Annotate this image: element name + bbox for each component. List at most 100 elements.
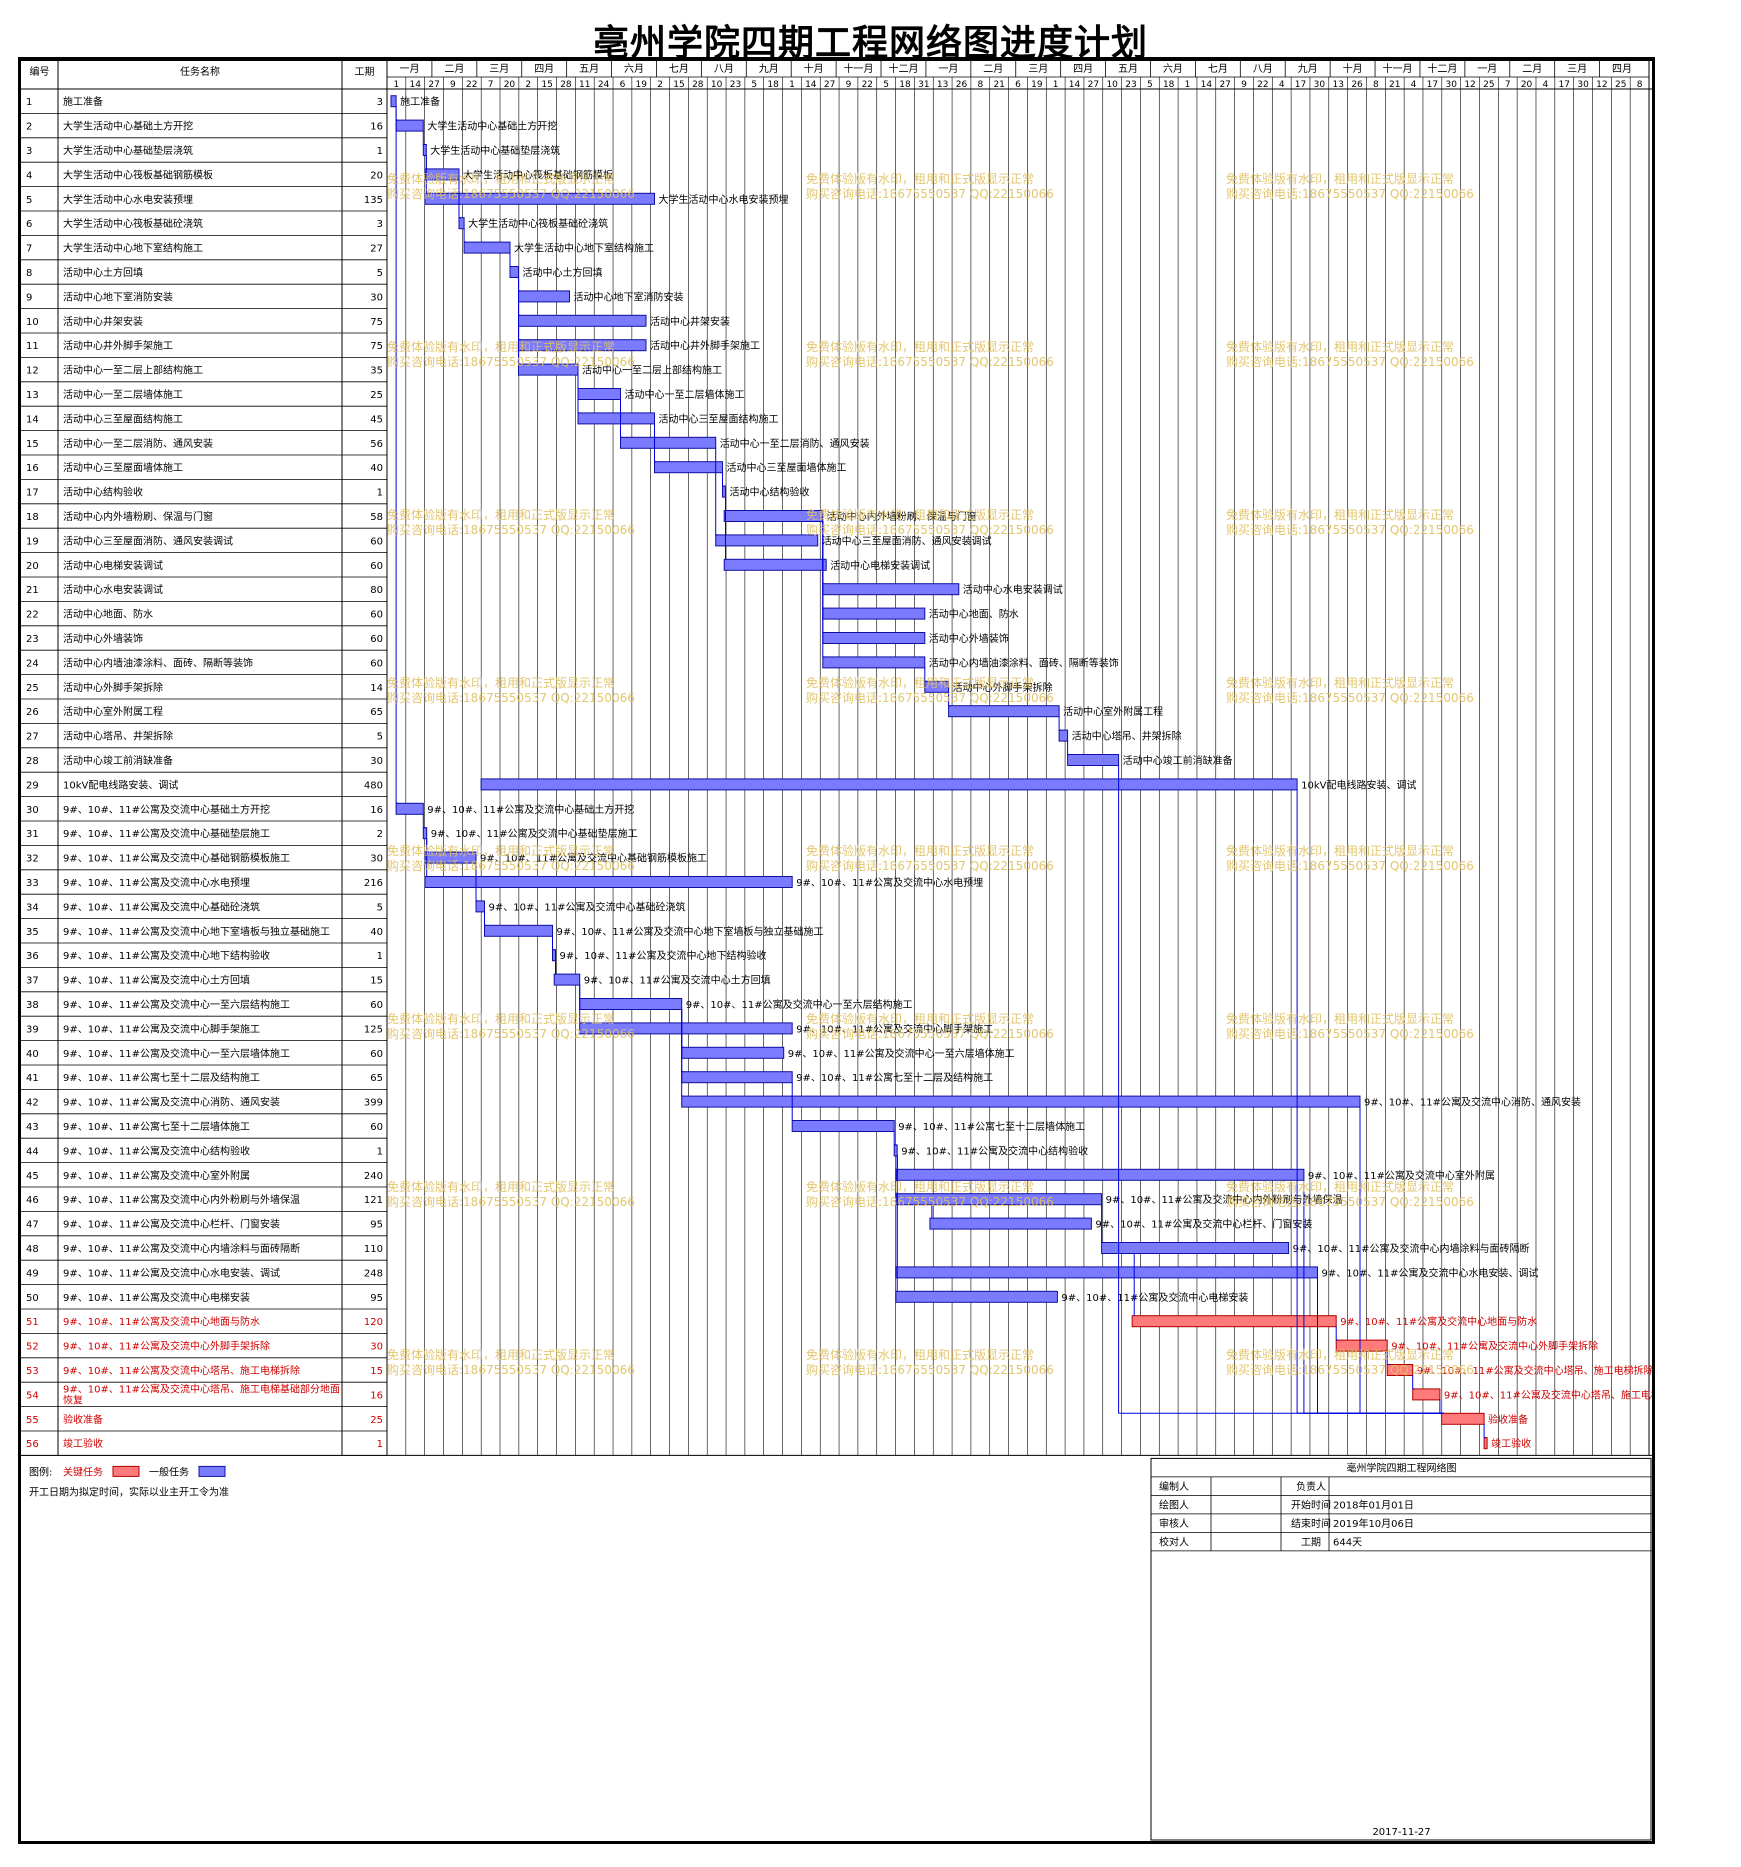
watermark-text: 免费体验版有水印，租用和正式版显示正常 bbox=[1226, 1347, 1454, 1362]
task-name: 大学生活动中心基础土方开挖 bbox=[63, 120, 193, 133]
task-name: 活动中心外墙装饰 bbox=[63, 632, 143, 645]
header-duration: 工期 bbox=[355, 66, 375, 78]
task-bar bbox=[577, 388, 621, 400]
task-duration: 1 bbox=[377, 1439, 383, 1450]
watermark-text: 免费体验版有水印，租用和正式版显示正常 bbox=[387, 1347, 615, 1362]
task-duration: 20 bbox=[370, 170, 383, 181]
task-duration: 80 bbox=[370, 585, 383, 596]
task-name: 活动中心井架安装 bbox=[63, 315, 143, 328]
task-bar-label: 活动中心室外附属工程 bbox=[1063, 705, 1163, 718]
timeline-month-label: 一月 bbox=[938, 63, 958, 75]
task-bar-label: 活动中心土方回填 bbox=[523, 266, 603, 279]
task-name: 9#、10#、11#公寓及交流中心室外附属 bbox=[63, 1169, 250, 1182]
timeline-month-label: 十一月 bbox=[844, 62, 874, 75]
task-duration: 30 bbox=[370, 1342, 383, 1353]
task-bar-label: 10kV配电线路安装、调试 bbox=[1301, 778, 1416, 791]
task-name: 9#、10#、11#公寓及交流中心脚手架施工 bbox=[63, 1022, 260, 1035]
task-name: 9#、10#、11#公寓及交流中心电梯安装 bbox=[63, 1291, 250, 1304]
task-name: 活动中心地面、防水 bbox=[63, 608, 153, 621]
task-bar-label: 9#、10#、11#公寓及交流中心基础砼浇筑 bbox=[489, 900, 686, 913]
task-duration: 5 bbox=[377, 732, 383, 743]
task-id: 21 bbox=[26, 585, 39, 596]
task-id: 18 bbox=[26, 512, 39, 523]
timeline-day-label: 22 bbox=[466, 80, 477, 90]
task-duration: 58 bbox=[370, 512, 383, 523]
timeline-day-label: 28 bbox=[560, 80, 572, 90]
task-name: 9#、10#、11#公寓及交流中心内外粉刷与外墙保温 bbox=[63, 1193, 300, 1206]
task-bar bbox=[424, 851, 477, 864]
task-duration: 16 bbox=[370, 122, 383, 133]
task-duration: 216 bbox=[364, 878, 383, 889]
task-bar-label: 9#、10#、11#公寓及交流中心室外附属 bbox=[1308, 1169, 1495, 1182]
watermark-text: 免费体验版有水印，租用和正式版显示正常 bbox=[387, 507, 615, 522]
task-duration: 60 bbox=[370, 658, 383, 669]
task-duration: 60 bbox=[370, 536, 383, 547]
watermark-text: 免费体验版有水印，租用和正式版显示正常 bbox=[806, 507, 1034, 522]
task-bar bbox=[1386, 1364, 1414, 1376]
timeline-day-label: 2 bbox=[657, 80, 663, 90]
task-id: 26 bbox=[26, 707, 39, 718]
gantt-chart: 编号 任务名称 工期1 14 27 9 22 7 20 2 15 28 11 24 6 19 2 15 28 10 23… bbox=[21, 60, 1652, 1841]
gantt-frame: 编号 任务名称 工期 1 14 27 9 22 7 20 2 15 28 11 24 6 19 2 15 28 10 23… bbox=[18, 57, 1655, 1844]
task-duration: 1 bbox=[377, 951, 383, 962]
info-key: 工期 bbox=[1301, 1536, 1321, 1548]
timeline-day-label: 28 bbox=[692, 80, 704, 90]
timeline-day-label: 19 bbox=[636, 80, 648, 90]
task-id: 49 bbox=[26, 1268, 39, 1279]
task-name: 9#、10#、11#公寓及交流中心结构验收 bbox=[63, 1144, 250, 1157]
task-bar bbox=[620, 436, 717, 449]
watermark-text: 免费体验版有水印，租用和正式版显示正常 bbox=[1226, 339, 1454, 354]
task-id: 46 bbox=[26, 1195, 39, 1206]
task-bar bbox=[948, 705, 1060, 718]
task-duration: 16 bbox=[370, 1390, 383, 1401]
watermark-text: 免费体验版有水印，租用和正式版显示正常 bbox=[806, 171, 1034, 186]
timeline-month-label: 二月 bbox=[444, 63, 464, 75]
task-bar bbox=[552, 949, 556, 962]
task-bar bbox=[395, 119, 424, 132]
task-id: 12 bbox=[26, 366, 39, 377]
task-duration: 125 bbox=[364, 1024, 383, 1035]
task-duration: 60 bbox=[370, 561, 383, 572]
task-bar-label: 活动中心一至二层消防、通风安装 bbox=[720, 437, 870, 450]
task-duration: 1 bbox=[377, 146, 383, 157]
task-bar bbox=[654, 461, 723, 474]
task-id: 15 bbox=[26, 439, 39, 450]
task-bar bbox=[895, 1193, 1103, 1206]
task-id: 13 bbox=[26, 390, 39, 401]
task-id: 53 bbox=[26, 1366, 39, 1377]
task-duration: 56 bbox=[370, 439, 383, 450]
task-name: 活动中心内外墙粉刷、保温与门窗 bbox=[63, 510, 213, 523]
task-id: 9 bbox=[26, 292, 32, 303]
timeline-day-label: 13 bbox=[937, 80, 948, 90]
timeline-day-label: 18 bbox=[767, 80, 779, 90]
task-id: 55 bbox=[26, 1415, 39, 1426]
info-key: 开始时间 bbox=[1291, 1498, 1331, 1511]
task-id: 7 bbox=[26, 244, 32, 255]
task-name: 活动中心土方回填 bbox=[63, 266, 143, 279]
timeline-day-label: 30 bbox=[1577, 80, 1589, 90]
task-bar-label: 9#、10#、11#公寓及交流中心地面与防水 bbox=[1340, 1315, 1537, 1328]
timeline-day-label: 19 bbox=[1031, 80, 1043, 90]
task-name: 活动中心三至屋面消防、通风安装调试 bbox=[63, 534, 233, 547]
timeline-day-label: 8 bbox=[1373, 80, 1379, 90]
timeline-day-label: 12 bbox=[1596, 80, 1607, 90]
task-id: 20 bbox=[26, 561, 39, 572]
task-bar-label: 活动中心内外墙粉刷、保温与门窗 bbox=[827, 510, 977, 523]
task-duration: 60 bbox=[370, 1122, 383, 1133]
timeline-day-label: 15 bbox=[673, 80, 684, 90]
task-bar bbox=[822, 656, 926, 669]
task-bar bbox=[509, 266, 519, 278]
task-bar bbox=[458, 217, 465, 230]
task-bar-label: 9#、10#、11#公寓及交流中心内外粉刷与外墙保温 bbox=[1106, 1193, 1343, 1206]
task-id: 23 bbox=[26, 634, 39, 645]
task-bar bbox=[681, 1046, 785, 1059]
timeline-day-label: 18 bbox=[1163, 80, 1175, 90]
watermark-text: 购买咨询电话:18675550537 QQ:22150066 bbox=[1226, 354, 1474, 369]
task-bar-label: 9#、10#、11#公寓及交流中心土方回填 bbox=[584, 974, 771, 987]
timeline-day-label: 31 bbox=[918, 80, 929, 90]
timeline-day-label: 17 bbox=[1427, 80, 1438, 90]
watermark-text: 购买咨询电话:18675550537 QQ:22150066 bbox=[387, 1194, 635, 1209]
timeline-day-label: 24 bbox=[598, 80, 610, 90]
